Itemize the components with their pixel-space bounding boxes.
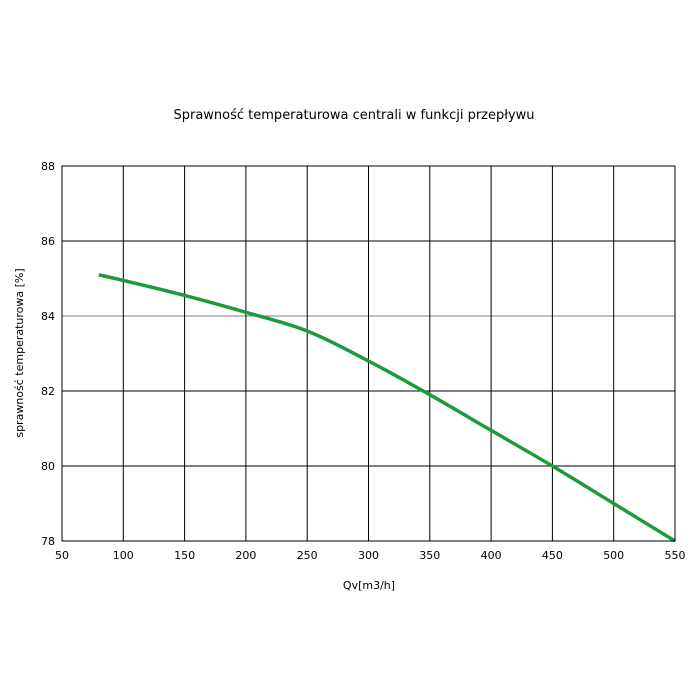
x-tick-label: 200 — [235, 549, 256, 562]
plot-frame — [61, 165, 676, 542]
x-tick-label: 500 — [603, 549, 624, 562]
x-tick-label: 350 — [419, 549, 440, 562]
x-tick-label: 300 — [358, 549, 379, 562]
series-line — [98, 273, 676, 543]
x-axis-title: Qv[m3/h] — [343, 579, 395, 592]
x-tick-label: 450 — [542, 549, 563, 562]
x-tick-labels: 50 100 150 200 250 300 350 400 450 500 550 — [55, 549, 686, 562]
x-tick-label: 550 — [665, 549, 686, 562]
y-tick-labels: 78 80 82 84 86 88 — [41, 160, 55, 548]
y-tick-label: 80 — [41, 460, 55, 473]
x-tick-label: 400 — [481, 549, 502, 562]
y-tick-label: 84 — [41, 310, 55, 323]
y-tick-label: 88 — [41, 160, 55, 173]
y-axis-title: sprawność temperaturowa [%] — [13, 268, 26, 437]
x-tick-label: 50 — [55, 549, 69, 562]
y-tick-label: 86 — [41, 235, 55, 248]
chart-title: Sprawność temperaturowa centrali w funkc… — [173, 108, 534, 123]
x-tick-label: 100 — [113, 549, 134, 562]
x-tick-label: 150 — [174, 549, 195, 562]
y-tick-label: 82 — [41, 385, 55, 398]
x-tick-label: 250 — [297, 549, 318, 562]
series-layer — [98, 273, 676, 543]
y-tick-label: 78 — [41, 535, 55, 548]
